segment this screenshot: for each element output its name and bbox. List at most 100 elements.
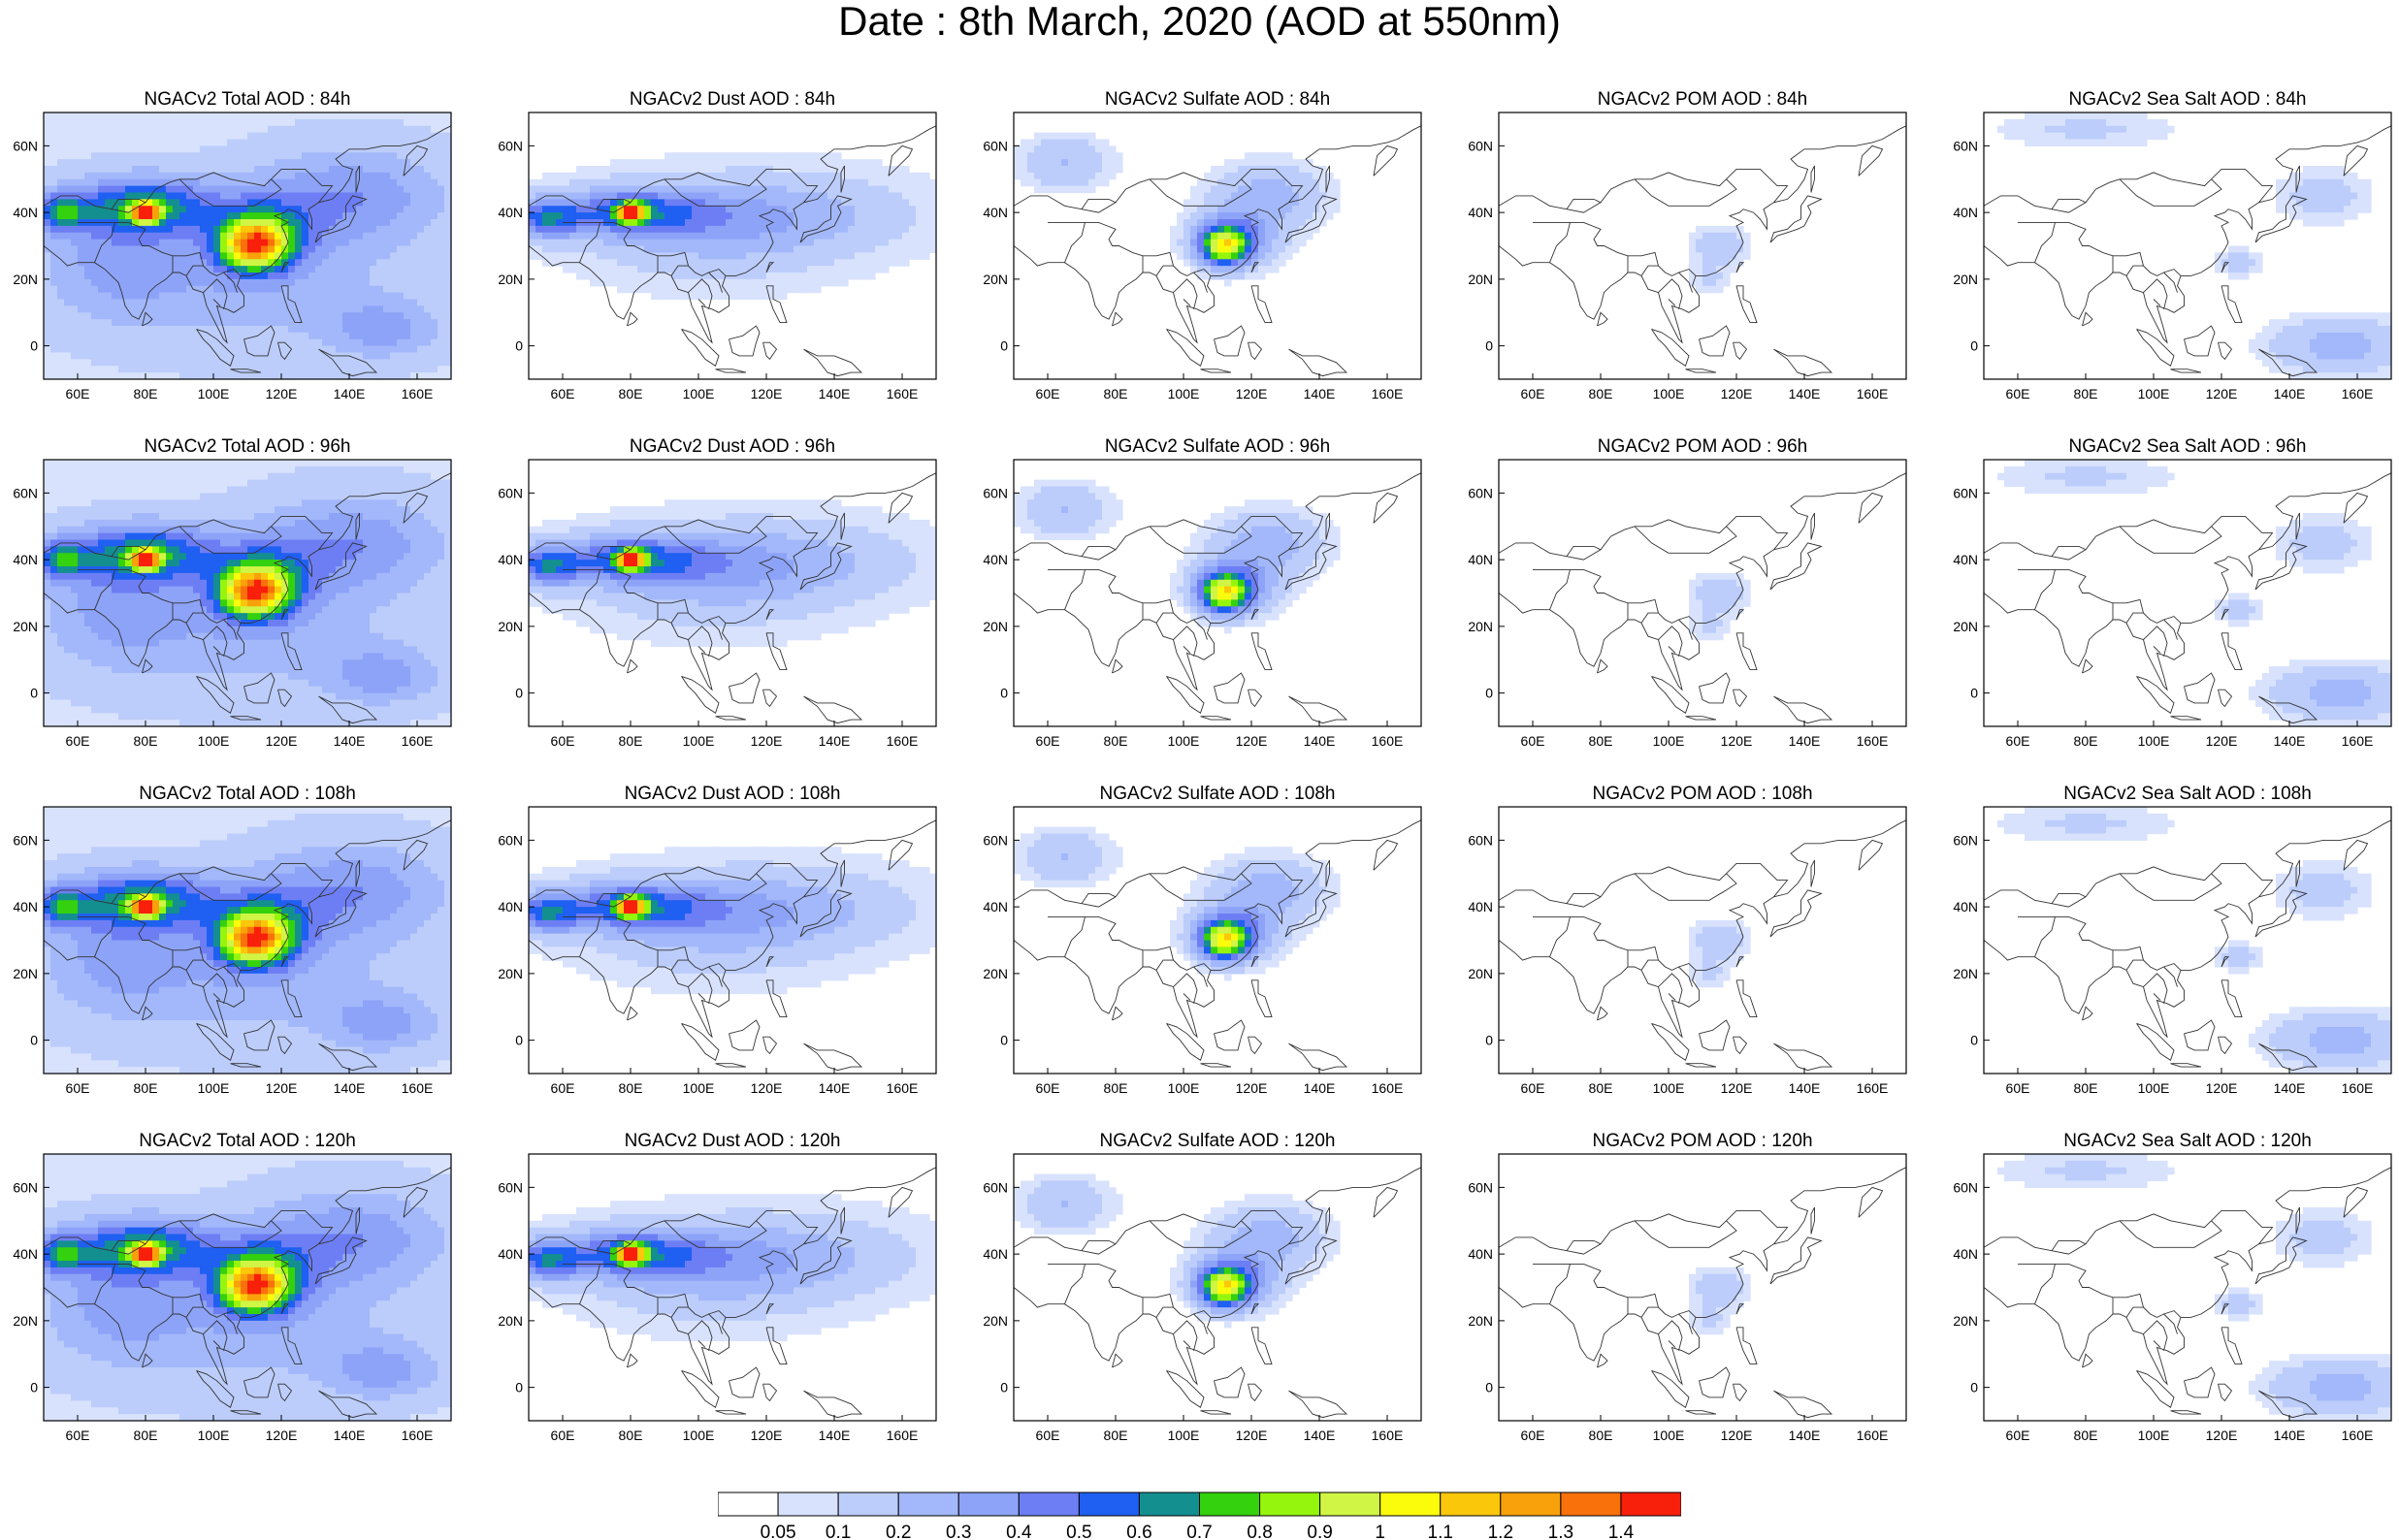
- lat-tick-label: 20N: [1953, 966, 1978, 981]
- lon-tick-label: 100E: [2138, 386, 2170, 401]
- map-panel: NGACv2 POM AOD : 96h 60E 80E 100E 120E 140E 16…: [1468, 434, 1907, 754]
- lon-tick-label: 160E: [1857, 733, 1889, 749]
- map-frame: [1498, 459, 1907, 727]
- aod-map: 60E 80E 100E 120E 140E 160E 60N 40N 20N 0: [1953, 806, 2392, 1096]
- lon-tick-label: 120E: [1236, 1428, 1268, 1443]
- aod-map: 60E 80E 100E 120E 140E 160E 60N 40N 20N 0: [13, 806, 452, 1096]
- map-frame: [1498, 1153, 1907, 1422]
- panel-title: NGACv2 POM AOD : 120h: [1592, 1131, 1813, 1151]
- panel-title: NGACv2 Total AOD : 120h: [139, 1131, 356, 1151]
- map-frame: [1498, 112, 1907, 380]
- lat-tick-label: 0: [1970, 1380, 1978, 1396]
- panel-title: NGACv2 Total AOD : 96h: [144, 436, 351, 457]
- map-panel: NGACv2 Sea Salt AOD : 108h 60E 80E 100E 120E…: [1953, 782, 2392, 1102]
- panel-title: NGACv2 Sea Salt AOD : 120h: [2063, 1131, 2312, 1151]
- lat-tick-label: 40N: [1953, 552, 1978, 567]
- lat-tick-label: 40N: [498, 205, 523, 220]
- aod-field: [1689, 919, 1751, 988]
- lat-tick-label: 20N: [1468, 619, 1493, 634]
- map-panel: NGACv2 POM AOD : 120h 60E 80E 100E 120E 140E 1…: [1468, 1129, 1907, 1449]
- lat-tick-label: 20N: [1468, 1313, 1493, 1329]
- lon-tick-label: 100E: [683, 1080, 715, 1096]
- lon-tick-label: 100E: [2138, 733, 2170, 749]
- aod-field: [529, 152, 937, 301]
- aod-field: [44, 807, 452, 1075]
- panel-title: NGACv2 Sea Salt AOD : 108h: [2063, 784, 2312, 804]
- lat-tick-label: 60N: [498, 485, 523, 500]
- map-panel: NGACv2 Total AOD : 108h 60E 80E 100E 120E 140…: [13, 782, 452, 1102]
- lat-tick-label: 20N: [13, 966, 38, 981]
- lon-tick-label: 100E: [2138, 1080, 2170, 1096]
- panel-title: NGACv2 Dust AOD : 108h: [624, 784, 841, 804]
- panel-title: NGACv2 Sulfate AOD : 96h: [1104, 436, 1331, 457]
- colorbar-box: [1500, 1492, 1562, 1517]
- lat-tick-label: 20N: [498, 966, 523, 981]
- colorbar-label: 0.1: [826, 1523, 851, 1540]
- lon-tick-label: 80E: [1104, 1428, 1128, 1443]
- colorbar-label: 1.4: [1608, 1523, 1635, 1540]
- map-panel: NGACv2 Dust AOD : 96h 60E 80E 100E 120E 140E 1…: [498, 434, 937, 754]
- coastlines: [528, 819, 937, 1072]
- colorbar-box: [1259, 1492, 1321, 1517]
- map-panel: NGACv2 Sulfate AOD : 108h 60E 80E 100E 120E 1…: [983, 782, 1422, 1102]
- lon-tick-label: 100E: [1168, 733, 1200, 749]
- map-panel: NGACv2 Total AOD : 84h 60E 80E 100E 120E 140E…: [13, 87, 452, 407]
- lat-tick-label: 20N: [1953, 1313, 1978, 1329]
- lon-tick-label: 140E: [2274, 1080, 2306, 1096]
- lon-tick-label: 120E: [1721, 733, 1753, 749]
- lon-tick-label: 80E: [2074, 386, 2098, 401]
- map-frame: [528, 806, 937, 1075]
- lat-tick-label: 60N: [983, 1179, 1008, 1195]
- map-frame: [1983, 1153, 2392, 1422]
- lon-tick-label: 160E: [402, 1428, 434, 1443]
- lon-tick-label: 160E: [1372, 733, 1404, 749]
- colorbar-box: [1078, 1492, 1140, 1517]
- coastlines: [1983, 819, 2392, 1072]
- lon-tick-label: 80E: [134, 1428, 158, 1443]
- colorbar: 0.05 0.1 0.2 0.3 0.4 0.5 0.6 0.7 0.8 0.9 1 1.1 1.2 1.…: [718, 1492, 1681, 1540]
- lat-tick-label: 40N: [498, 1246, 523, 1262]
- lon-tick-label: 140E: [2274, 386, 2306, 401]
- lon-tick-label: 140E: [1789, 1428, 1821, 1443]
- map-panel: NGACv2 Sea Salt AOD : 84h 60E 80E 100E 120E 1…: [1953, 87, 2392, 407]
- lon-tick-label: 60E: [1521, 733, 1545, 749]
- aod-field: [529, 1194, 937, 1342]
- lat-tick-label: 40N: [1468, 899, 1493, 914]
- lat-tick-label: 20N: [983, 619, 1008, 634]
- aod-map: 60E 80E 100E 120E 140E 160E 60N 40N 20N 0: [498, 112, 937, 401]
- lat-tick-label: 40N: [1468, 205, 1493, 220]
- lon-tick-label: 60E: [2006, 1080, 2030, 1096]
- colorbar-box: [1199, 1492, 1261, 1517]
- coastlines: [1498, 819, 1907, 1072]
- lat-tick-label: 40N: [498, 552, 523, 567]
- aod-map: 60E 80E 100E 120E 140E 160E 60N 40N 20N 0: [983, 112, 1422, 401]
- lon-tick-label: 100E: [683, 1428, 715, 1443]
- lat-tick-label: 20N: [1468, 966, 1493, 981]
- lon-tick-label: 80E: [134, 733, 158, 749]
- lat-tick-label: 60N: [498, 832, 523, 848]
- lat-tick-label: 60N: [13, 1179, 38, 1195]
- map-panel: NGACv2 Total AOD : 96h 60E 80E 100E 120E 140E…: [13, 434, 452, 754]
- aod-field: [1997, 1154, 2392, 1422]
- map-panel: NGACv2 Sulfate AOD : 120h 60E 80E 100E 120E 1…: [983, 1129, 1422, 1449]
- lon-tick-label: 120E: [2206, 1080, 2238, 1096]
- lon-tick-label: 140E: [819, 1428, 851, 1443]
- lon-tick-label: 140E: [819, 733, 851, 749]
- aod-field: [1997, 807, 2392, 1075]
- panel-title: NGACv2 POM AOD : 96h: [1597, 436, 1808, 457]
- lon-tick-label: 80E: [1589, 1080, 1613, 1096]
- lon-tick-label: 60E: [66, 1080, 90, 1096]
- colorbar-label: 0.9: [1307, 1523, 1332, 1540]
- aod-field: [529, 499, 937, 648]
- map-panel: NGACv2 Dust AOD : 120h 60E 80E 100E 120E 140E…: [498, 1129, 937, 1449]
- lat-tick-label: 0: [1970, 338, 1978, 354]
- lat-tick-label: 20N: [1953, 272, 1978, 287]
- lon-tick-label: 160E: [1857, 1080, 1889, 1096]
- lon-tick-label: 160E: [887, 1428, 919, 1443]
- lon-tick-label: 160E: [1857, 1428, 1889, 1443]
- lon-tick-label: 80E: [2074, 1080, 2098, 1096]
- panel-title: NGACv2 Sulfate AOD : 84h: [1104, 89, 1331, 110]
- coastlines: [43, 819, 452, 1072]
- lon-tick-label: 160E: [887, 386, 919, 401]
- colorbar-box: [837, 1492, 899, 1517]
